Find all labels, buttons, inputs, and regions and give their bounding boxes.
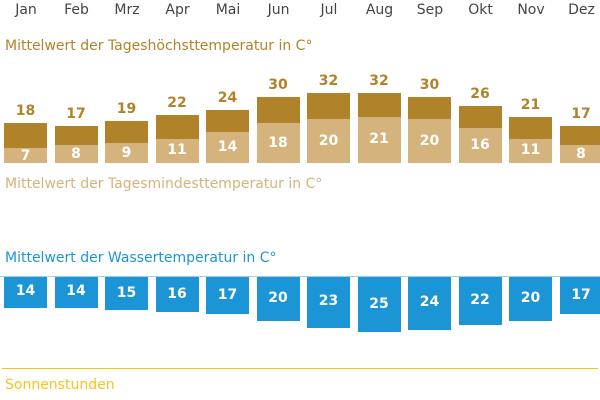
water-temp-bar [54,277,98,308]
sunshine-title: Sonnenstunden [5,377,115,393]
water-temp-label: 23 [318,293,339,310]
max-temp-label: 30 [268,77,288,93]
min-temp-bar [4,147,47,163]
month-label: Jul [320,2,338,18]
water-temp-bar [105,277,148,310]
water-temp-bar [509,277,552,321]
month-label: Okt [468,2,493,18]
water-temp-bar [206,277,249,315]
water-temp-label: 14 [15,283,36,300]
water-temp-label: 25 [369,295,389,312]
min-temp-bar [155,138,199,163]
water-temp-bar [256,277,300,321]
water-temp-bar [155,277,199,313]
water-temp-bar [458,277,502,326]
water-temp-label: 20 [520,290,541,306]
water-temp-label: 17 [571,286,591,303]
water-temp-label: 16 [167,285,187,302]
max-temp-label: 21 [520,96,541,113]
month-label: Feb [64,2,89,18]
max-temp-label: 17 [66,105,86,122]
water-temp-bar [408,277,451,330]
water-temp-label: 15 [116,284,137,301]
month-label: Sep [416,2,444,18]
max-temp-label: 30 [419,77,440,93]
month-label: Aug [365,2,394,18]
water-temp-bar [559,277,600,315]
month-label: Jan [15,2,37,18]
max-temp-label: 18 [15,103,36,120]
water-temp-title: Mittelwert der Wassertemperatur in C° [5,250,277,266]
month-label: Dez [568,2,595,18]
min-temp-bar [509,138,552,163]
min-temp-label: 11 [167,142,187,159]
min-temp-bar [408,119,451,163]
max-temp-label: 32 [318,72,339,89]
month-label: Mrz [114,2,140,18]
month-label: Apr [165,2,190,18]
water-temp-label: 14 [66,283,86,300]
max-temp-label: 17 [571,105,591,122]
water-temp-label: 20 [268,290,288,306]
max-temp-label: 32 [369,72,389,89]
min-temp-label: 18 [268,134,288,151]
min-temp-bar [54,145,98,163]
min-temp-bar [206,132,249,163]
min-temp-label: 7 [20,147,31,164]
max-temp-label: 22 [167,94,187,111]
water-temp-label: 17 [217,286,238,303]
min-temp-title: Mittelwert der Tagesmindesttemperatur in… [5,176,323,192]
water-temp-label: 24 [419,294,440,311]
min-temp-bar [559,145,600,163]
water-baseline [0,276,600,277]
month-label: Jun [267,2,290,18]
min-temp-label: 21 [369,131,389,148]
month-label: Mai [215,2,241,18]
min-temp-label: 20 [419,132,440,149]
water-temp-label: 22 [470,292,490,309]
min-temp-bar [307,119,350,163]
max-temp-label: 24 [217,90,238,107]
month-label: Nov [517,2,545,18]
water-temp-bar [4,277,47,308]
min-temp-label: 9 [121,144,132,161]
sun-divider [2,368,598,369]
min-temp-label: 11 [520,142,541,159]
max-temp-title: Mittelwert der Tageshöchsttemperatur in … [5,38,313,54]
min-temp-bar [256,123,300,163]
water-temp-bar [307,277,350,328]
min-temp-label: 16 [470,136,490,153]
min-temp-label: 8 [576,145,586,162]
min-temp-bar [357,116,401,163]
water-temp-bar [357,277,401,332]
min-temp-bar [105,143,148,163]
min-temp-bar [458,127,502,163]
min-temp-label: 20 [318,132,339,149]
max-temp-label: 19 [116,101,137,118]
min-temp-label: 14 [217,139,238,156]
min-temp-label: 8 [71,145,81,162]
max-temp-label: 26 [470,85,490,102]
